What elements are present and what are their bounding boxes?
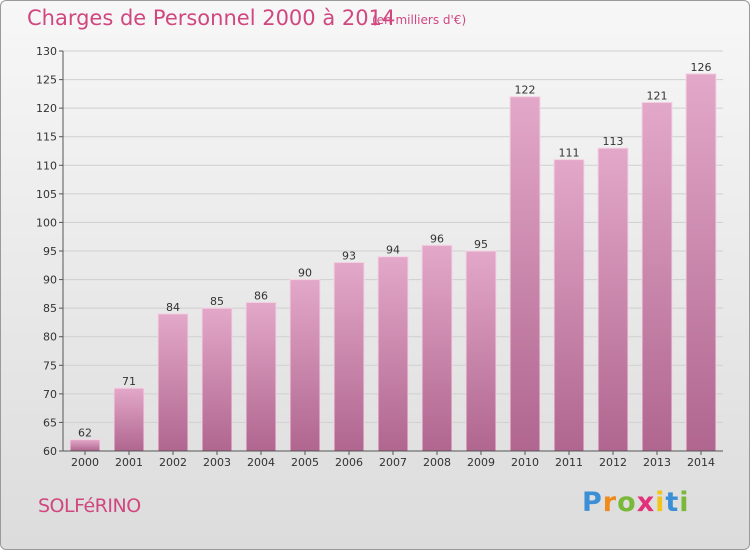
x-tick-label-2010: 2010: [511, 456, 539, 469]
logo-letter: o: [617, 487, 637, 518]
x-tick-label-2006: 2006: [335, 456, 363, 469]
value-label-2005: 90: [298, 267, 312, 280]
value-label-2007: 94: [386, 244, 400, 257]
bar-2007: [377, 256, 409, 452]
value-label-2002: 84: [166, 301, 180, 314]
value-label-2003: 85: [210, 295, 224, 308]
value-label-2012: 113: [603, 135, 624, 148]
bar-2001: [113, 387, 145, 452]
x-tick-label-2001: 2001: [115, 456, 143, 469]
bar-2010: [509, 96, 541, 452]
chart-subtitle: (en milliers d'€): [372, 13, 467, 27]
bar-2009: [465, 250, 497, 452]
bar-2014: [685, 73, 717, 452]
place-name: SOLFéRINO: [38, 495, 141, 517]
y-tick-label: 85: [43, 302, 57, 315]
x-tick-label-2002: 2002: [159, 456, 187, 469]
value-label-2010: 122: [515, 84, 536, 97]
logo-letter: x: [636, 487, 656, 518]
bar-2000: [69, 439, 101, 452]
bar-2002: [157, 313, 189, 452]
y-tick-label: 90: [43, 274, 57, 287]
value-label-2001: 71: [122, 375, 136, 388]
logo-letter: i: [655, 487, 666, 518]
x-tick-label-2009: 2009: [467, 456, 495, 469]
x-tick-label-2011: 2011: [555, 456, 583, 469]
x-tick-label-2014: 2014: [687, 456, 715, 469]
y-tick-label: 60: [43, 445, 57, 458]
y-tick-label: 70: [43, 388, 57, 401]
chart-title: Charges de Personnel 2000 à 2014: [27, 6, 396, 30]
value-label-2009: 95: [474, 238, 488, 251]
y-tick-label: 95: [43, 245, 57, 258]
y-tick-label: 110: [36, 159, 57, 172]
value-label-2011: 111: [559, 147, 580, 160]
bar-2003: [201, 307, 233, 452]
x-tick-label-2013: 2013: [643, 456, 671, 469]
y-tick-label: 115: [36, 131, 57, 144]
y-tick-label: 105: [36, 188, 57, 201]
y-tick-label: 125: [36, 74, 57, 87]
x-tick-label-2003: 2003: [203, 456, 231, 469]
bar-2011: [553, 159, 585, 452]
value-label-2006: 93: [342, 249, 356, 262]
y-tick-label: 100: [36, 216, 57, 229]
logo-letter: r: [602, 487, 618, 518]
y-tick-label: 80: [43, 331, 57, 344]
logo-letter: i: [679, 487, 690, 518]
bar-2012: [597, 147, 629, 452]
proxiti-logo: Proxiti: [582, 487, 690, 518]
axes: [59, 50, 723, 455]
value-label-2014: 126: [691, 61, 712, 74]
value-label-2004: 86: [254, 289, 268, 302]
x-tick-label-2005: 2005: [291, 456, 319, 469]
bar-2005: [289, 279, 321, 452]
y-tick-label: 120: [36, 102, 57, 115]
bar-2004: [245, 301, 277, 452]
x-tick-label-2007: 2007: [379, 456, 407, 469]
bar-2013: [641, 101, 673, 452]
bar-2006: [333, 261, 365, 452]
value-label-2013: 121: [647, 89, 668, 102]
y-tick-label: 130: [36, 45, 57, 58]
bar-2008: [421, 244, 453, 452]
y-tick-label: 75: [43, 359, 57, 372]
y-tick-label: 65: [43, 416, 57, 429]
x-tick-label-2012: 2012: [599, 456, 627, 469]
x-tick-label-2008: 2008: [423, 456, 451, 469]
value-label-2000: 62: [78, 427, 92, 440]
x-tick-label-2000: 2000: [71, 456, 99, 469]
logo-letter: t: [665, 487, 680, 518]
x-tick-label-2004: 2004: [247, 456, 275, 469]
bars: [69, 73, 717, 452]
logo-letter: P: [582, 487, 603, 518]
labels: 60 65 70 75 80 85 90 95 100 105 110 115 120 125 130 62 2…: [36, 45, 715, 469]
value-label-2008: 96: [430, 232, 444, 245]
